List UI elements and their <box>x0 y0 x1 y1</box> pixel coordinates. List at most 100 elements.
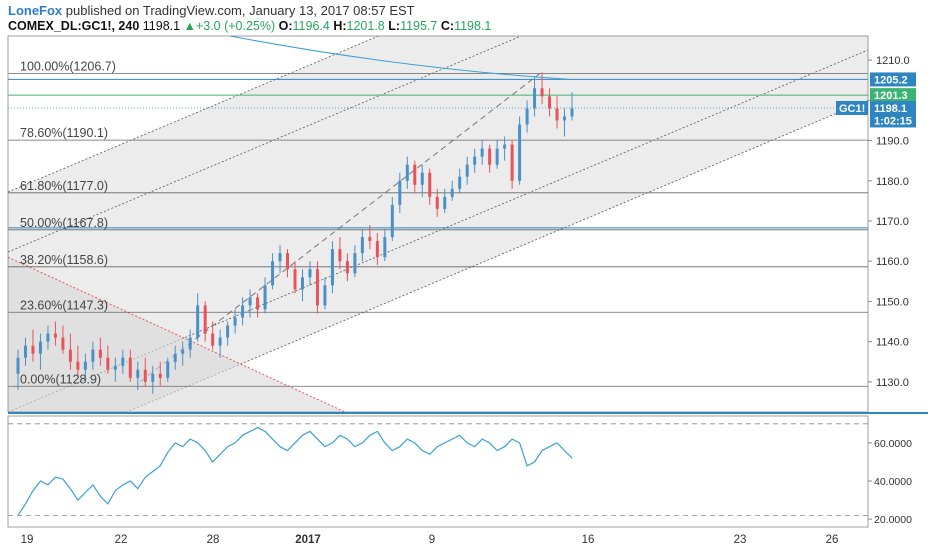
candle-body <box>38 341 42 354</box>
candle <box>458 168 462 193</box>
candle <box>345 253 349 282</box>
candle <box>428 168 432 205</box>
x-tick-label: 16 <box>582 534 595 546</box>
candle-body <box>83 361 87 370</box>
main-pane[interactable]: 100.00%(1206.7) 78.60%(1190.1) 61.80%(1177… <box>7 0 869 462</box>
candle <box>465 156 469 185</box>
candle-body <box>293 269 297 290</box>
symbol-tag-box <box>836 100 868 115</box>
x-tick-label: 22 <box>115 534 128 546</box>
price-label-box <box>870 88 916 103</box>
candle <box>278 245 282 274</box>
price-label-text: 1205.2 <box>874 74 908 86</box>
fib-label: 50.00%(1167.8) <box>20 216 108 230</box>
price-label-box <box>870 72 916 87</box>
candle-body <box>16 357 20 374</box>
candle-body <box>555 108 559 121</box>
publish-header: LoneFox published on TradingView.com, Ja… <box>8 3 415 18</box>
candle-body <box>570 108 574 117</box>
candle-body <box>353 253 357 274</box>
candle <box>233 309 237 334</box>
high-label: H: <box>333 19 347 33</box>
candle-body <box>196 305 200 338</box>
candle <box>128 349 132 382</box>
candle <box>548 88 552 117</box>
candle <box>16 349 20 390</box>
candle <box>98 337 102 366</box>
candle <box>166 357 170 382</box>
candle-body <box>46 333 50 342</box>
candle <box>383 229 387 262</box>
rsi-pane[interactable] <box>7 412 928 528</box>
candle <box>390 196 394 242</box>
y-tick-label: 1210.0 <box>876 55 910 67</box>
fib-label: 0.00%(1128.9) <box>20 372 101 386</box>
candle <box>300 269 304 302</box>
candle <box>91 341 95 370</box>
candle <box>256 293 260 318</box>
main-plot-area <box>8 36 868 412</box>
price-label-box <box>870 100 916 115</box>
candle <box>248 289 252 318</box>
x-tick-label: 2017 <box>295 534 321 546</box>
candle <box>540 72 544 105</box>
candle-body <box>278 253 282 262</box>
candle <box>488 144 492 173</box>
candle-body <box>510 144 514 181</box>
candle <box>563 108 567 137</box>
axes: 1210.01200.01190.01180.01170.01160.01150… <box>21 55 916 546</box>
candle <box>196 293 200 342</box>
candle-body <box>68 349 72 362</box>
candle-body <box>106 357 110 370</box>
fib-label: 61.80%(1177.0) <box>20 179 108 193</box>
candle-body <box>503 144 507 149</box>
open-label: O: <box>278 19 293 33</box>
candle <box>518 116 522 185</box>
candle-body <box>211 333 215 346</box>
high-value: 1201.8 <box>346 19 385 33</box>
price-change: +3.0 (+0.25%) <box>195 19 276 33</box>
fib-label: 78.60%(1190.1) <box>20 126 108 140</box>
y-tick-label: 1190.0 <box>876 136 909 148</box>
author-name[interactable]: LoneFox <box>8 3 63 18</box>
candle-body <box>23 345 27 358</box>
candle-body <box>203 305 207 334</box>
candle <box>525 100 529 133</box>
low-label: L: <box>388 19 401 33</box>
candle <box>368 225 372 250</box>
rsi-pane-border <box>7 415 869 528</box>
candle <box>435 188 439 217</box>
candle-body <box>488 148 492 165</box>
symbol-tag: GC1! <box>839 103 865 115</box>
candle-body <box>360 237 364 254</box>
candle <box>38 333 42 370</box>
candle-body <box>368 237 372 242</box>
candle-body <box>61 337 65 350</box>
candle <box>76 345 80 378</box>
y-tick-label: 1170.0 <box>876 216 909 228</box>
channel-boundary <box>125 99 868 412</box>
symbol-header: COMEX_DL:GC1!, 240 1198.1 ▲+3.0 (+0.25%)… <box>8 19 491 33</box>
price-label-box <box>870 113 916 128</box>
candle-body <box>218 337 222 346</box>
candle-body <box>533 88 537 109</box>
price-label-text: 1:02:15 <box>874 115 912 127</box>
candle-body <box>383 237 387 258</box>
low-value: 1195.7 <box>400 19 438 33</box>
candle-body <box>31 345 35 354</box>
candle-body <box>308 269 312 278</box>
candle <box>23 337 27 366</box>
candle-body <box>413 164 417 185</box>
candle <box>136 361 140 390</box>
last-price: 1198.1 <box>142 19 181 33</box>
candle <box>473 148 477 173</box>
candle <box>293 261 297 294</box>
candle <box>503 136 507 161</box>
candle <box>241 297 245 326</box>
close-label: C: <box>440 19 455 33</box>
x-tick-label: 23 <box>734 534 747 546</box>
candle-body <box>286 253 290 270</box>
candle-body <box>398 180 402 205</box>
candle-body <box>233 317 237 326</box>
